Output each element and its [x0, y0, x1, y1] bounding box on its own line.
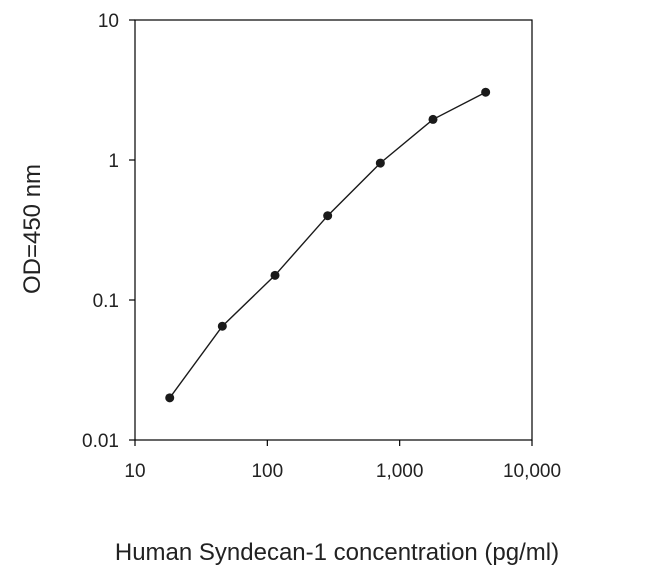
y-tick-label: 0.1 — [93, 291, 119, 312]
data-point — [323, 211, 333, 221]
data-point — [165, 393, 175, 403]
data-point — [270, 270, 280, 280]
y-tick-label: 0.01 — [82, 431, 119, 452]
y-axis-title: OD=450 nm — [19, 164, 46, 294]
series-layer — [165, 87, 491, 403]
data-point — [481, 87, 491, 97]
y-axis: 0.01 0.1 1 10 — [82, 11, 135, 452]
data-point — [375, 158, 385, 168]
x-tick-label: 1,000 — [376, 461, 424, 482]
data-point — [217, 321, 227, 331]
y-tick-label: 10 — [98, 11, 119, 32]
series-line — [169, 91, 487, 399]
plot-border — [134, 19, 533, 441]
x-axis-title: Human Syndecan-1 concentration (pg/ml) — [115, 539, 559, 566]
x-tick-label: 10 — [124, 461, 145, 482]
data-point — [428, 114, 438, 124]
plot-frame — [134, 19, 533, 441]
y-tick-label: 1 — [108, 151, 119, 172]
x-tick-label: 10,000 — [503, 461, 561, 482]
x-axis: 10 100 1,000 10,000 — [124, 440, 561, 482]
x-tick-label: 100 — [251, 461, 283, 482]
